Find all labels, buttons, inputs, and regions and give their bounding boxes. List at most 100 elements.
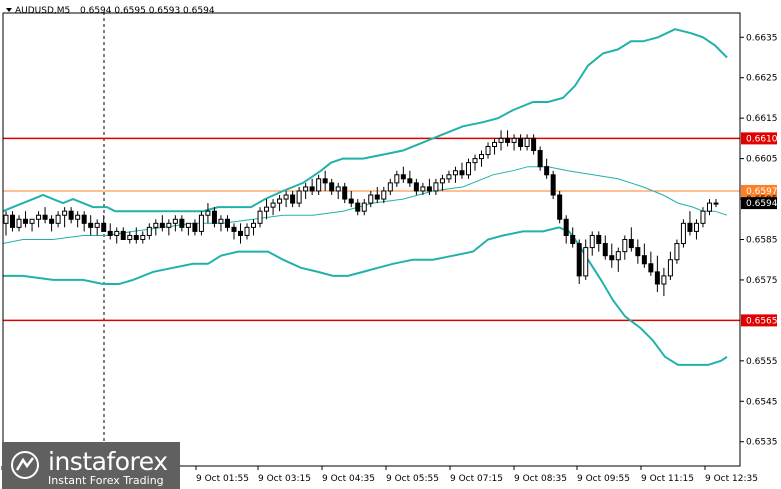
candle-body	[407, 178, 413, 184]
candle-body	[661, 275, 667, 285]
candle-body	[641, 255, 647, 265]
y-tick-label: 0.6585	[746, 236, 778, 246]
dropdown-triangle-icon[interactable]	[6, 8, 12, 12]
candle-body	[166, 222, 172, 228]
candle-body	[244, 226, 250, 236]
candle-body	[439, 178, 445, 184]
candle-body	[10, 214, 16, 228]
watermark-tagline: Instant Forex Trading	[48, 474, 164, 487]
candle-body	[505, 137, 511, 143]
x-tick-label: 9 Oct 08:35	[514, 474, 567, 484]
candle-body	[140, 234, 146, 240]
candle-body	[609, 255, 615, 261]
horizontal-levels: 0.6610 0.6597 0.6565	[3, 132, 778, 327]
candle-body	[700, 210, 706, 224]
candle-body	[648, 263, 654, 273]
candle-body	[49, 218, 55, 224]
candle-body	[205, 210, 211, 216]
candle-body	[146, 226, 152, 236]
candle-body	[550, 174, 556, 196]
candle-body	[680, 222, 686, 245]
candle-body	[335, 186, 341, 192]
bollinger-upper-line	[2, 28, 728, 213]
candle-body	[290, 194, 296, 204]
y-tick-label: 0.6555	[746, 357, 778, 367]
candle-body	[472, 158, 478, 164]
candle-body	[413, 182, 419, 192]
x-tick-label: 9 Oct 03:15	[258, 474, 311, 484]
candle-body	[270, 202, 276, 208]
level-price-tag	[741, 132, 777, 145]
price-axis: 0.66350.66250.66150.66050.65950.65850.65…	[740, 33, 778, 448]
candle-body	[628, 239, 634, 249]
candle-body	[459, 170, 465, 176]
candle-body	[518, 137, 524, 147]
candle-body	[309, 186, 315, 192]
candle-body	[127, 234, 133, 240]
candle-body	[81, 214, 87, 224]
candle-body	[114, 230, 120, 236]
candle-body	[211, 210, 217, 224]
candle-body	[374, 194, 380, 200]
candle-body	[231, 226, 237, 232]
level-price-tag	[741, 314, 777, 327]
candle-body	[159, 222, 165, 228]
candle-body	[29, 218, 35, 224]
candle-body	[570, 234, 576, 245]
candle-body	[635, 247, 641, 257]
candle-body	[557, 194, 563, 220]
candle-body	[583, 247, 589, 277]
candle-body	[387, 182, 393, 192]
bollinger-lower-line	[3, 226, 728, 366]
candle-body	[264, 206, 270, 212]
watermark-brand: instaforex	[48, 447, 168, 476]
candle-body	[237, 230, 243, 236]
candle-body	[348, 198, 354, 204]
candle-body	[23, 218, 29, 224]
current-price-label: 0.6594	[746, 199, 778, 209]
x-tick-label: 9 Oct 01:55	[196, 474, 249, 484]
candle-body	[192, 222, 198, 232]
candle-body	[420, 186, 426, 192]
y-tick-label: 0.6615	[746, 114, 778, 124]
candle-body	[498, 137, 504, 143]
candle-body	[576, 243, 582, 277]
candle-body	[511, 137, 517, 143]
candle-body	[283, 194, 289, 200]
candle-body	[185, 222, 191, 228]
symbol-label: AUDUSD,M5	[15, 6, 70, 16]
level-price-label: 0.6565	[746, 316, 778, 326]
candle-body	[120, 230, 126, 241]
candle-body	[654, 271, 660, 285]
x-tick-label: 9 Oct 04:35	[322, 474, 375, 484]
x-tick-label: 9 Oct 12:35	[705, 474, 758, 484]
candle-body	[544, 166, 550, 176]
candle-body	[316, 178, 322, 192]
candle-body	[361, 202, 367, 212]
instaforex-watermark: instaforex Instant Forex Trading	[2, 442, 180, 489]
level-price-label: 0.6610	[746, 134, 778, 144]
candle-body	[296, 190, 302, 204]
candle-body	[257, 210, 263, 224]
y-tick-label: 0.6535	[746, 438, 778, 448]
candle-body	[563, 218, 569, 236]
candle-body	[36, 214, 42, 220]
candle-body	[303, 186, 309, 192]
candle-body	[224, 218, 230, 228]
candle-body	[465, 162, 471, 176]
candle-body	[446, 174, 452, 180]
candle-body	[667, 259, 673, 277]
candle-body	[107, 230, 113, 236]
candle-body	[172, 218, 178, 224]
candle-body	[394, 174, 400, 184]
candle-body	[452, 170, 458, 176]
candle-body	[16, 218, 22, 228]
x-tick-label: 9 Oct 05:55	[386, 474, 439, 484]
y-tick-label: 0.6625	[746, 74, 778, 84]
candle-body	[355, 202, 361, 212]
candle-body	[524, 137, 530, 147]
bollinger-middle-line	[2, 166, 728, 244]
candle-body	[368, 194, 374, 204]
candle-body	[381, 190, 387, 200]
